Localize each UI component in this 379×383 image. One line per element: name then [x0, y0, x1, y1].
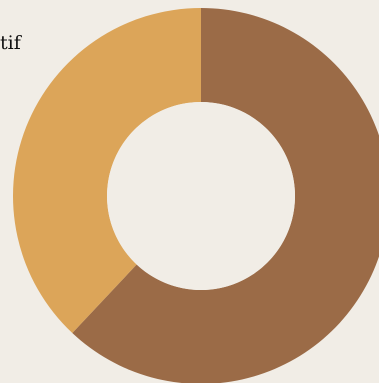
donut-hole [107, 102, 295, 290]
donut-slice-1 [72, 8, 379, 383]
slice-label-partial: tif [0, 32, 21, 54]
donut-slice-2 [13, 8, 201, 334]
